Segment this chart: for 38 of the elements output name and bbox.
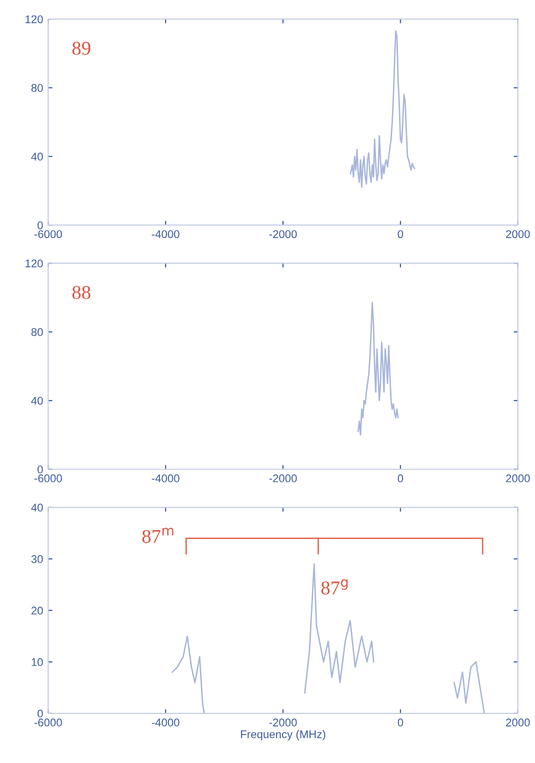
y-tick-label: 120 (26, 260, 43, 268)
x-tick-label: -2000 (269, 230, 297, 238)
x-tick-label: -4000 (152, 718, 180, 726)
annotation: 89 (72, 42, 90, 55)
x-tick-label: 2000 (506, 474, 530, 482)
y-tick-label: 10 (32, 658, 43, 666)
x-tick-label: 0 (398, 230, 404, 238)
x-tick-label: -6000 (34, 230, 62, 238)
line-series (357, 302, 399, 436)
y-tick-label: 80 (31, 328, 43, 336)
annotation: 87$^{g}$ (321, 579, 348, 595)
x-tick-label: -4000 (152, 474, 180, 482)
y-tick-label: 40 (31, 152, 43, 161)
annotation: 87$^{m}$ (142, 528, 174, 544)
line-series (172, 635, 205, 714)
y-tick-label: 80 (31, 84, 43, 92)
annotation: 88 (72, 286, 90, 300)
y-tick-label: 40 (31, 504, 43, 512)
y-tick-label: 120 (26, 15, 43, 24)
x-tick-label: 0 (398, 718, 404, 726)
x-tick-label: 0 (398, 474, 404, 482)
y-tick-label: 0 (38, 221, 43, 230)
y-tick-label: 20 (31, 606, 43, 615)
x-tick-label: -6000 (34, 474, 62, 482)
x-tick-label: -2000 (269, 474, 297, 482)
y-tick-label: 0 (38, 466, 43, 474)
line-series (304, 563, 374, 694)
x-tick-label: 2000 (506, 718, 530, 726)
x-tick-label: -2000 (269, 718, 297, 726)
y-tick-label: 40 (31, 396, 43, 405)
x-tick-label: 2000 (506, 230, 530, 238)
x-tick-label: -4000 (152, 230, 180, 238)
x-axis-title: Frequency (MHz) (241, 730, 326, 740)
line-series (350, 30, 416, 188)
x-tick-label: -6000 (34, 718, 62, 726)
line-series (453, 661, 486, 714)
y-tick-label: 30 (31, 555, 43, 564)
y-tick-label: 0 (38, 710, 43, 718)
